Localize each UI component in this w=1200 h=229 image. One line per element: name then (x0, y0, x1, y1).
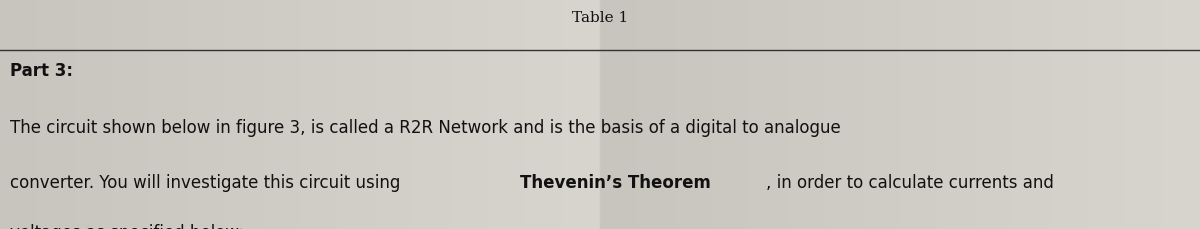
Text: Thevenin’s Theorem: Thevenin’s Theorem (520, 174, 710, 192)
Text: The circuit shown below in figure 3, is called a R2R Network and is the basis of: The circuit shown below in figure 3, is … (10, 119, 840, 137)
Text: converter. You will investigate this circuit using: converter. You will investigate this cir… (10, 174, 406, 192)
Text: Part 3:: Part 3: (10, 62, 72, 80)
Text: , in order to calculate currents and: , in order to calculate currents and (767, 174, 1055, 192)
Text: voltages as specified below:: voltages as specified below: (10, 224, 244, 229)
Text: Table 1: Table 1 (572, 11, 628, 25)
